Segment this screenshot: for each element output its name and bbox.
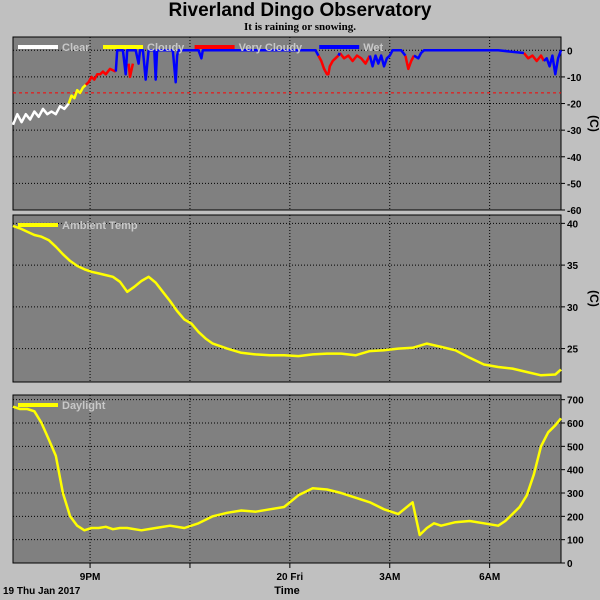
series-line-wet bbox=[337, 52, 341, 57]
series-line-wet bbox=[413, 49, 525, 60]
series-line-very-cloudy bbox=[317, 54, 340, 76]
y-tick-label: 0 bbox=[567, 559, 573, 570]
y-tick-label: 700 bbox=[567, 396, 584, 407]
y-tick-label: -20 bbox=[567, 100, 582, 111]
y-tick-label: -60 bbox=[567, 206, 582, 217]
y-tick-label: -30 bbox=[567, 126, 582, 137]
plot-area bbox=[12, 394, 562, 564]
legend-label: Ambient Temp bbox=[62, 220, 138, 232]
plot-area bbox=[12, 36, 562, 211]
sky-temperature-panel: 0 -10 -20 -30 -40 -50 -60 (C) Clear Cloudy Very Cl… bbox=[11, 36, 600, 217]
y-tick-label: 100 bbox=[567, 536, 584, 547]
series-line-wet bbox=[368, 49, 407, 68]
y-tick-label: -50 bbox=[567, 179, 582, 190]
y-tick-label: 25 bbox=[567, 345, 579, 356]
y-tick-label: 300 bbox=[567, 489, 584, 500]
legend-label: Wet bbox=[363, 42, 383, 54]
legend-label: Daylight bbox=[62, 400, 106, 412]
y-tick-label: 200 bbox=[567, 512, 584, 523]
series-line-clear bbox=[11, 102, 70, 126]
chart-subtitle: It is raining or snowing. bbox=[244, 21, 356, 33]
time-axis: 9PM 20 Fri 3AM 6AM 19 Thu Jan 2017 Time bbox=[3, 563, 500, 597]
y-tick-label: 500 bbox=[567, 442, 584, 453]
series-line-very-cloudy bbox=[404, 55, 416, 71]
ambient-temp-panel: 40 35 30 25 (C) Ambient Temp bbox=[12, 214, 600, 383]
series-line-daylight bbox=[12, 405, 562, 537]
series-line-very-cloudy bbox=[338, 52, 371, 65]
series-line-wet bbox=[543, 49, 563, 76]
series-line-cloudy bbox=[67, 83, 87, 104]
plot-area bbox=[12, 214, 562, 383]
series-line-wet bbox=[114, 49, 320, 84]
chart-title: Riverland Dingo Observatory bbox=[168, 0, 432, 21]
series-line-very-cloudy bbox=[127, 63, 135, 79]
y-tick-label: 30 bbox=[567, 303, 579, 314]
legend-label: Clear bbox=[62, 42, 90, 54]
x-tick-label: 6AM bbox=[479, 572, 500, 583]
unit-label: (C) bbox=[587, 115, 600, 132]
unit-label: (C) bbox=[587, 290, 600, 307]
x-tick-label: 9PM bbox=[80, 572, 101, 583]
y-tick-label: 600 bbox=[567, 419, 584, 430]
legend-label: Very Cloudy bbox=[239, 42, 303, 54]
y-tick-label: 40 bbox=[567, 219, 579, 230]
x-start-label: 19 Thu Jan 2017 bbox=[3, 586, 81, 597]
x-axis-label: Time bbox=[274, 585, 299, 597]
x-tick-label: 20 Fri bbox=[277, 572, 304, 583]
y-tick-label: -40 bbox=[567, 153, 582, 164]
y-tick-label: -10 bbox=[567, 73, 582, 84]
y-tick-label: 0 bbox=[567, 46, 573, 57]
series-line-very-cloudy bbox=[522, 52, 546, 63]
legend-label: Cloudy bbox=[147, 42, 185, 54]
x-tick-label: 3AM bbox=[379, 572, 400, 583]
daylight-panel: 700 600 500 400 300 200 100 0 Daylight bbox=[12, 394, 584, 570]
y-tick-label: 400 bbox=[567, 466, 584, 477]
y-tick-label: 35 bbox=[567, 261, 579, 272]
series-line-ambient-temp bbox=[12, 224, 562, 377]
series-line-very-cloudy bbox=[84, 67, 117, 86]
